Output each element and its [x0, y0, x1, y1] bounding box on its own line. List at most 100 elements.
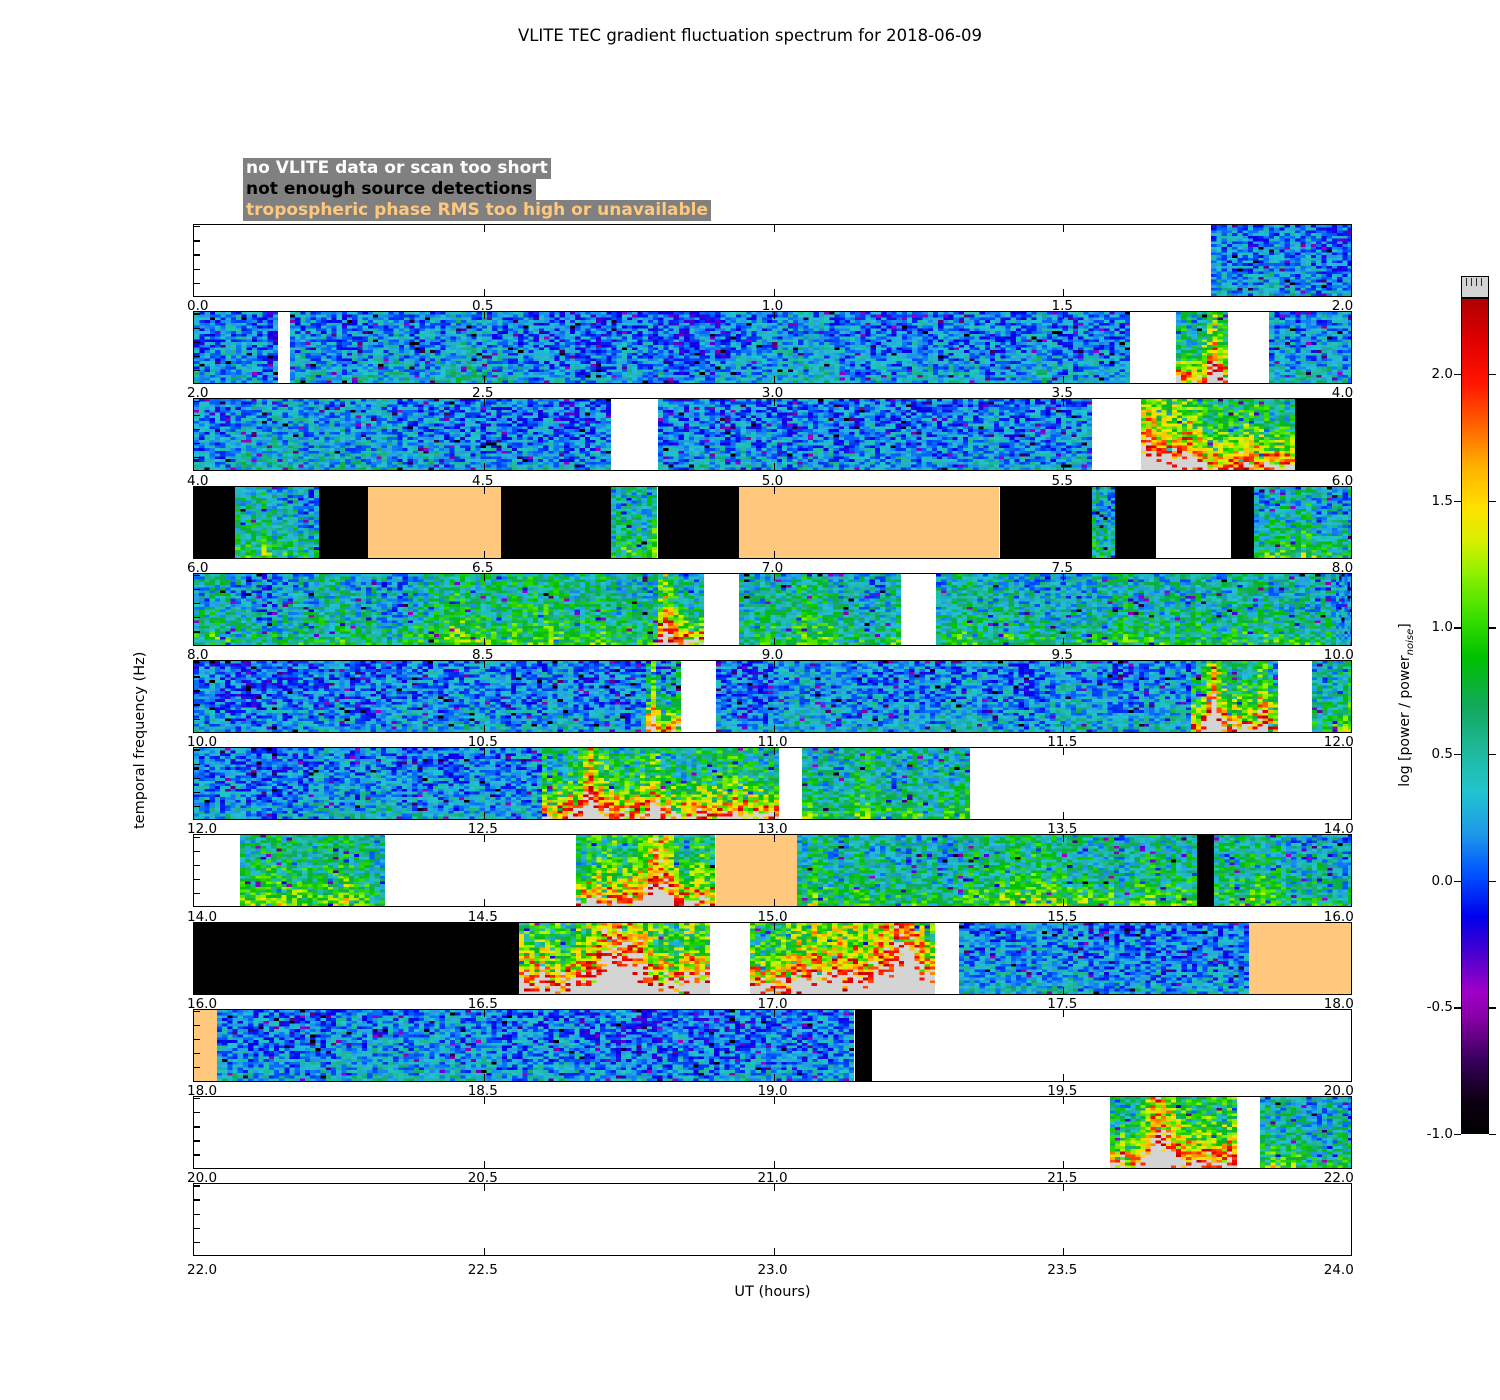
flag-block-no-data: [872, 1009, 1351, 1081]
spectrum-data-block: [1213, 835, 1351, 907]
y-tick-mark: [194, 603, 200, 605]
y-tick-mark: [194, 530, 200, 532]
x-tick-label: 22.0: [1323, 1170, 1354, 1187]
x-tick-label: 5.5: [1051, 472, 1073, 489]
x-tick-label: 12.0: [1323, 734, 1354, 751]
colorbar-label: log [power / powernoise]: [1397, 623, 1416, 787]
x-tick-label: 21.0: [757, 1170, 788, 1187]
x-tick-mark: [773, 1160, 775, 1168]
x-tick-mark: [1063, 573, 1065, 581]
x-tick-label: 3.5: [1051, 385, 1073, 402]
x-tick-mark: [1063, 225, 1065, 232]
x-tick-label: 6.5: [472, 559, 494, 576]
flag-block-no-data: [1228, 312, 1269, 384]
flag-block-not-enough-detections: [1115, 486, 1156, 558]
x-tick-mark: [483, 1160, 485, 1168]
colorbar-tick-mark: [1454, 1134, 1461, 1136]
y-tick-mark: [194, 1185, 200, 1187]
spectrum-data-block: [1141, 399, 1296, 471]
y-tick-mark: [194, 1199, 200, 1201]
x-tick-mark: [483, 1009, 485, 1017]
panel-plot-area: [194, 573, 1351, 645]
colorbar-tick-mark: [1454, 500, 1461, 502]
colorbar-tick-mark: [1489, 500, 1496, 502]
x-tick-label: 19.5: [1047, 1082, 1078, 1099]
x-tick-label: 8.5: [472, 646, 494, 663]
colorbar-tick-label: 1.5: [1431, 492, 1453, 509]
y-tick-mark: [194, 1098, 200, 1100]
colorbar-tick-label: 0.5: [1431, 746, 1453, 762]
x-tick-mark: [1063, 376, 1065, 384]
x-tick-mark: [773, 486, 775, 494]
y-tick-mark: [194, 704, 200, 706]
x-tick-mark: [773, 660, 775, 668]
x-tick-mark: [483, 724, 485, 732]
x-tick-mark: [483, 399, 485, 407]
colorbar-tick-mark: [1454, 1007, 1461, 1009]
x-tick-label: 14.0: [1323, 821, 1354, 838]
x-tick-label: 10.0: [187, 734, 218, 751]
x-tick-label: 4.0: [187, 472, 209, 489]
y-tick-mark: [194, 1213, 200, 1215]
x-tick-label: 14.0: [187, 908, 218, 925]
spectrum-panel: 0.250.200.150.100.050.00: [193, 1095, 1352, 1169]
x-tick-mark: [483, 922, 485, 930]
x-tick-label: 10.0: [1323, 646, 1354, 663]
spectrum-panel: 0.250.200.150.100.050.00: [193, 1008, 1352, 1082]
x-tick-mark: [483, 376, 485, 384]
spectrum-data-block: [1335, 573, 1351, 645]
flag-block-tropo-rms-high: [738, 486, 1000, 558]
y-tick-mark: [194, 1154, 200, 1156]
colorbar-tick-mark: [1489, 754, 1496, 756]
x-tick-label: 22.0: [187, 1262, 218, 1279]
spectrum-data-block: [1092, 486, 1116, 558]
flag-block-not-enough-detections: [999, 486, 1093, 558]
spectrum-data-block: [1109, 1096, 1238, 1168]
flag-block-no-data: [1277, 660, 1313, 732]
flag-block-no-data: [385, 835, 577, 907]
x-tick-mark: [1063, 899, 1065, 907]
x-tick-mark: [1063, 835, 1065, 843]
x-tick-mark: [773, 312, 775, 320]
x-tick-label: 10.5: [467, 734, 498, 751]
flag-block-no-data: [900, 573, 936, 645]
x-tick-mark: [483, 1184, 485, 1192]
panel-plot-area: [194, 922, 1351, 994]
x-tick-label: 5.0: [761, 472, 784, 489]
panel-plot-area: [194, 312, 1351, 384]
x-tick-label: 7.0: [761, 559, 784, 576]
x-tick-mark: [1063, 1073, 1065, 1081]
flag-block-not-enough-detections: [1196, 835, 1214, 907]
colorbar-tick-mark: [1454, 880, 1461, 882]
flag-block-no-data: [1237, 1096, 1261, 1168]
spectrum-data-block: [1176, 312, 1229, 384]
y-tick-mark: [194, 369, 200, 371]
x-tick-mark: [483, 748, 485, 756]
y-tick-mark: [194, 966, 200, 968]
spectrum-data-block: [611, 486, 658, 558]
spectrum-data-block: [657, 399, 1093, 471]
spectrum-data-block: [518, 922, 710, 994]
spectrum-data-block: [715, 660, 1191, 732]
spectrum-panel: 0.250.200.150.100.050.00: [193, 224, 1352, 297]
y-tick-mark: [194, 777, 200, 779]
colorbar-tick-label: -1.0: [1426, 1126, 1453, 1142]
y-tick-mark: [194, 355, 200, 357]
panel-plot-area: [194, 748, 1351, 820]
x-tick-label: 16.0: [187, 995, 218, 1012]
flag-block-no-data: [194, 835, 241, 907]
x-tick-label: 18.0: [1323, 995, 1354, 1012]
x-tick-mark: [1063, 1096, 1065, 1104]
x-tick-label: 16.5: [467, 995, 498, 1012]
x-tick-mark: [773, 724, 775, 732]
spectrum-panel: 0.250.200.150.100.050.00: [193, 572, 1352, 646]
y-tick-mark: [194, 544, 200, 546]
x-tick-mark: [483, 1096, 485, 1104]
spectrum-data-block: [738, 573, 901, 645]
spectrum-data-block: [194, 748, 542, 820]
x-tick-label: 23.5: [1047, 1262, 1078, 1279]
spectrum-data-block: [1211, 225, 1351, 296]
spectrum-data-block: [1190, 660, 1278, 732]
colorbar-over-extension: [1461, 276, 1489, 298]
flag-block-tropo-rms-high: [367, 486, 502, 558]
